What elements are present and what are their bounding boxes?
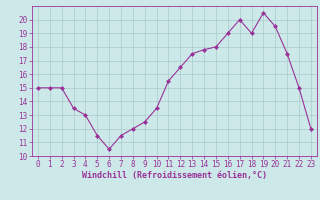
X-axis label: Windchill (Refroidissement éolien,°C): Windchill (Refroidissement éolien,°C) [82, 171, 267, 180]
